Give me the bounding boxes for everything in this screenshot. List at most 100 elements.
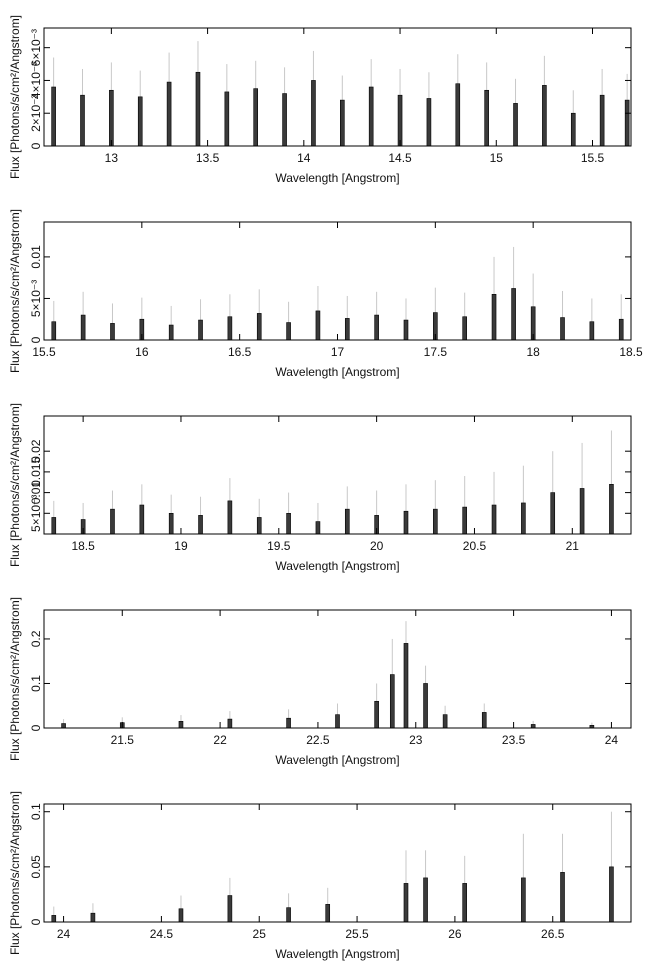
x-tick-label: 24.5 [150, 927, 174, 941]
flux-bar [286, 512, 291, 535]
spectrum-panel-3: Flux [Photons/s/cm²/Angstrom] Wavelength … [0, 388, 653, 582]
x-tick-label: 17 [331, 345, 345, 359]
flux-bar [521, 877, 526, 923]
flux-bar [80, 314, 86, 341]
x-tick-label: 14 [297, 151, 311, 165]
flux-bar [137, 96, 143, 147]
spectrum-panel-5: Flux [Photons/s/cm²/Angstrom] Wavelength … [0, 776, 653, 970]
x-tick-label: 21.5 [111, 733, 135, 747]
flux-bar [423, 877, 428, 923]
x-axis-label: Wavelength [Angstrom] [275, 559, 400, 573]
y-tick-label: 0.2 [29, 630, 43, 647]
flux-bar [389, 674, 395, 729]
axes-frame [43, 803, 632, 923]
spectrum-panel-1: Flux [Photons/s/cm²/Angstrom] Wavelength … [0, 0, 653, 194]
x-axis-label: Wavelength [Angstrom] [275, 753, 400, 767]
flux-bar [521, 502, 526, 535]
x-axis-label: Wavelength [Angstrom] [275, 947, 400, 961]
x-tick-label: 26 [448, 927, 462, 941]
x-tick-label: 15 [490, 151, 504, 165]
x-tick-label: 19.5 [267, 539, 291, 553]
flux-bar [227, 718, 233, 729]
axes-frame [43, 415, 632, 535]
x-tick-label: 21 [566, 539, 580, 553]
flux-bar [90, 912, 96, 923]
flux-bar [403, 319, 409, 341]
flux-bar [624, 99, 630, 147]
flux-bar [166, 81, 172, 147]
flux-bar [426, 98, 432, 147]
x-tick-label: 24 [57, 927, 71, 941]
flux-bar [560, 317, 565, 341]
flux-bar [589, 321, 595, 341]
flux-bar [198, 319, 203, 341]
plot-area: 21.5 22 22.5 23 23.5 24 0 0.1 0.2 [29, 609, 632, 747]
flux-bar [109, 89, 114, 147]
y-tick-label: 5×10⁻³ [29, 280, 43, 317]
flux-bar [530, 724, 536, 729]
y-tick-label: 0.02 [29, 439, 43, 463]
x-tick-label: 14.5 [388, 151, 412, 165]
flux-bar [455, 83, 461, 147]
x-tick-label: 19 [174, 539, 188, 553]
flux-bar [511, 288, 516, 341]
flux-bar [560, 872, 565, 923]
y-tick-label: 0.1 [29, 675, 43, 692]
flux-bar [286, 717, 291, 729]
axes-frame [43, 221, 632, 341]
flux-bar [491, 293, 497, 341]
flux-bar [462, 506, 467, 535]
y-tick-label: 0.01 [29, 481, 43, 505]
flux-bar [80, 94, 85, 147]
flux-bar [51, 86, 56, 147]
flux-bar [315, 521, 321, 535]
x-tick-label: 16.5 [228, 345, 252, 359]
x-tick-label: 20 [370, 539, 384, 553]
flux-bar [168, 512, 174, 535]
y-tick-label: 6×10⁻³ [29, 29, 43, 66]
flux-bar [227, 316, 233, 341]
flux-bar [227, 500, 233, 535]
flux-bar [403, 883, 409, 923]
x-tick-label: 18 [526, 345, 540, 359]
flux-bar [344, 508, 350, 535]
plot-area: 15.5 16 16.5 17 17.5 18 18.5 0 5×10⁻³ 0.01 [29, 221, 643, 359]
flux-bar [178, 908, 184, 923]
flux-bar [224, 91, 230, 147]
flux-bar [513, 103, 518, 147]
flux-bar [570, 112, 576, 147]
x-tick-label: 22.5 [306, 733, 330, 747]
flux-bar [484, 89, 489, 147]
flux-bar [599, 94, 605, 147]
flux-bar [609, 484, 614, 535]
x-tick-label: 23 [409, 733, 423, 747]
spectrum-panel-4: Flux [Photons/s/cm²/Angstrom] Wavelength … [0, 582, 653, 776]
y-tick-label: 5×10⁻³ [29, 495, 43, 532]
flux-bar [335, 714, 340, 729]
axes-frame [43, 27, 632, 147]
flux-bar [368, 86, 374, 147]
flux-bar [253, 88, 259, 147]
spectrum-panel-2: Flux [Photons/s/cm²/Angstrom] Wavelength … [0, 194, 653, 388]
y-tick-label: 4×10⁻³ [29, 62, 43, 99]
flux-bar [227, 895, 233, 923]
flux-bar [286, 907, 291, 923]
flux-bar [397, 94, 403, 147]
flux-bar [462, 316, 467, 341]
x-tick-label: 13 [105, 151, 119, 165]
flux-bar [374, 314, 379, 341]
y-tick-label: 0 [29, 918, 43, 925]
x-axis-label: Wavelength [Angstrom] [275, 171, 400, 185]
flux-bar [139, 504, 145, 535]
flux-bar [374, 700, 379, 729]
flux-bar [481, 712, 487, 729]
plot-area: 13 13.5 14 14.5 15 15.5 0 2×10⁻³4×10⁻³6×10⁻³ [29, 27, 632, 165]
x-tick-label: 15.5 [32, 345, 56, 359]
flux-bar [340, 99, 345, 147]
x-tick-label: 15.5 [581, 151, 605, 165]
y-tick-label: 0.05 [29, 855, 43, 879]
y-tick-label: 0.015 [29, 457, 43, 487]
flux-bar [618, 318, 624, 341]
flux-bar [51, 915, 57, 923]
